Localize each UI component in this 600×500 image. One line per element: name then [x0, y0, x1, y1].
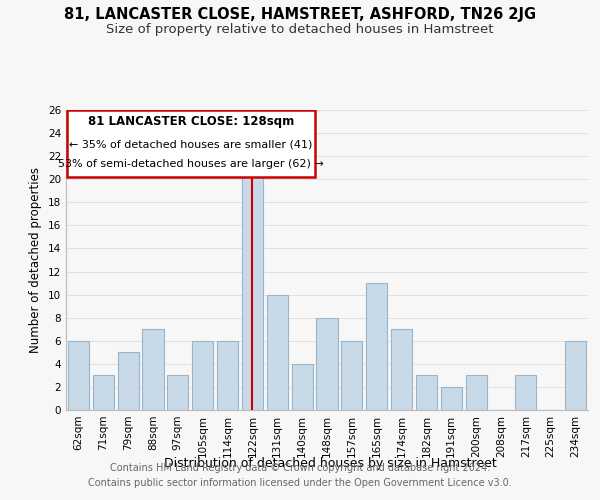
Bar: [515, 376, 536, 410]
Bar: [93, 376, 114, 410]
Bar: [118, 352, 139, 410]
Text: ← 35% of detached houses are smaller (41): ← 35% of detached houses are smaller (41…: [69, 140, 313, 149]
Text: 81 LANCASTER CLOSE: 128sqm: 81 LANCASTER CLOSE: 128sqm: [88, 115, 294, 128]
Text: Size of property relative to detached houses in Hamstreet: Size of property relative to detached ho…: [106, 22, 494, 36]
Bar: [242, 168, 263, 410]
Bar: [391, 329, 412, 410]
Bar: [68, 341, 89, 410]
FancyBboxPatch shape: [67, 110, 314, 177]
Text: 53% of semi-detached houses are larger (62) →: 53% of semi-detached houses are larger (…: [58, 159, 324, 169]
Text: Distribution of detached houses by size in Hamstreet: Distribution of detached houses by size …: [164, 458, 496, 470]
Text: Contains HM Land Registry data © Crown copyright and database right 2024.
Contai: Contains HM Land Registry data © Crown c…: [88, 462, 512, 487]
Bar: [192, 341, 213, 410]
Bar: [292, 364, 313, 410]
Bar: [316, 318, 338, 410]
Bar: [167, 376, 188, 410]
Bar: [217, 341, 238, 410]
Text: 81, LANCASTER CLOSE, HAMSTREET, ASHFORD, TN26 2JG: 81, LANCASTER CLOSE, HAMSTREET, ASHFORD,…: [64, 8, 536, 22]
Bar: [267, 294, 288, 410]
Y-axis label: Number of detached properties: Number of detached properties: [29, 167, 43, 353]
Bar: [565, 341, 586, 410]
Bar: [142, 329, 164, 410]
Bar: [366, 283, 387, 410]
Bar: [416, 376, 437, 410]
Bar: [441, 387, 462, 410]
Bar: [466, 376, 487, 410]
Bar: [341, 341, 362, 410]
